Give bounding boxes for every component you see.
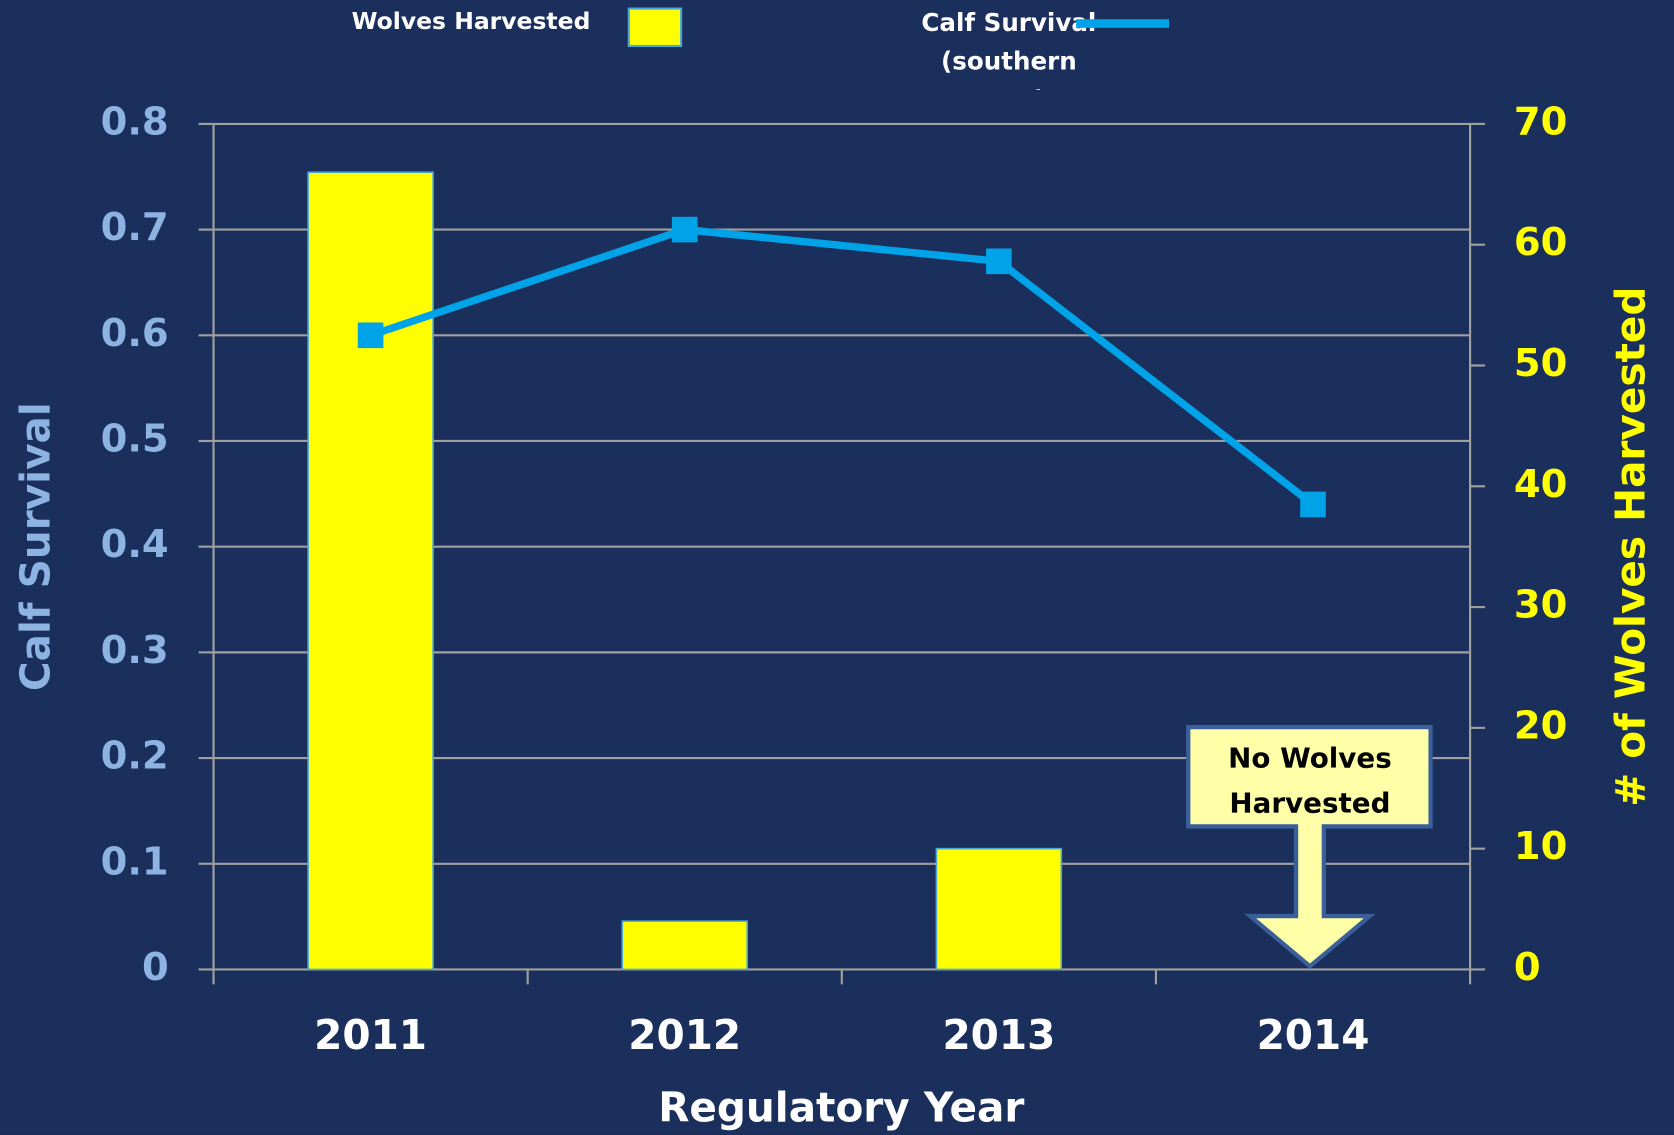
line-marker [986, 248, 1012, 275]
bar [935, 847, 1063, 971]
y-tick-label: 0.7 [101, 205, 169, 250]
y2-tick-label: 30 [1514, 583, 1567, 628]
y2-tick-label: 20 [1514, 703, 1567, 748]
line [369, 225, 1316, 508]
line-marker [1300, 491, 1326, 518]
y-tick-label: 0.6 [101, 311, 169, 356]
y-tick-label: 0.8 [101, 99, 169, 144]
y-axis-label: Calf Survival [11, 402, 59, 691]
y2-tick-label: 70 [1514, 99, 1567, 144]
y2-tick-label: 10 [1514, 824, 1567, 869]
y2-tick-label: 50 [1514, 341, 1567, 386]
x-axis-label: Regulatory Year [658, 1083, 1024, 1131]
y-tick-label: 0.4 [101, 522, 169, 567]
annotation: No Wolves Harvested [1228, 743, 1392, 820]
x-tick-label: 2012 [628, 1011, 741, 1059]
legend-label: Calf Survival (southern area) [921, 9, 1097, 90]
y-tick-label: 0.2 [101, 734, 169, 779]
callout [1186, 724, 1433, 970]
x-tick-label: 2011 [314, 1011, 427, 1059]
x-tick-label: 2013 [942, 1011, 1055, 1059]
bar [307, 171, 434, 971]
y2-axis-label: # of Wolves Harvested [1606, 287, 1654, 807]
line-marker [357, 322, 384, 349]
y2-tick-label: 60 [1514, 220, 1567, 265]
annotation-box: No Wolves Harvested [1228, 743, 1392, 820]
legend-label-box: Calf Survival (southern area) [921, 9, 1097, 90]
y-tick-label: 0.1 [101, 839, 169, 884]
legend-label: Wolves Harvested [352, 7, 591, 35]
y-tick-label: 0.3 [101, 628, 169, 673]
line-marker [671, 216, 698, 243]
y2-tick-label: 0 [1514, 945, 1541, 990]
y-tick-label: 0 [142, 945, 169, 990]
y2-tick-label: 40 [1514, 462, 1567, 507]
bar [621, 920, 748, 971]
y-tick-label: 0.5 [101, 416, 169, 461]
legend-swatch [627, 7, 683, 48]
x-tick-label: 2014 [1257, 1011, 1370, 1059]
